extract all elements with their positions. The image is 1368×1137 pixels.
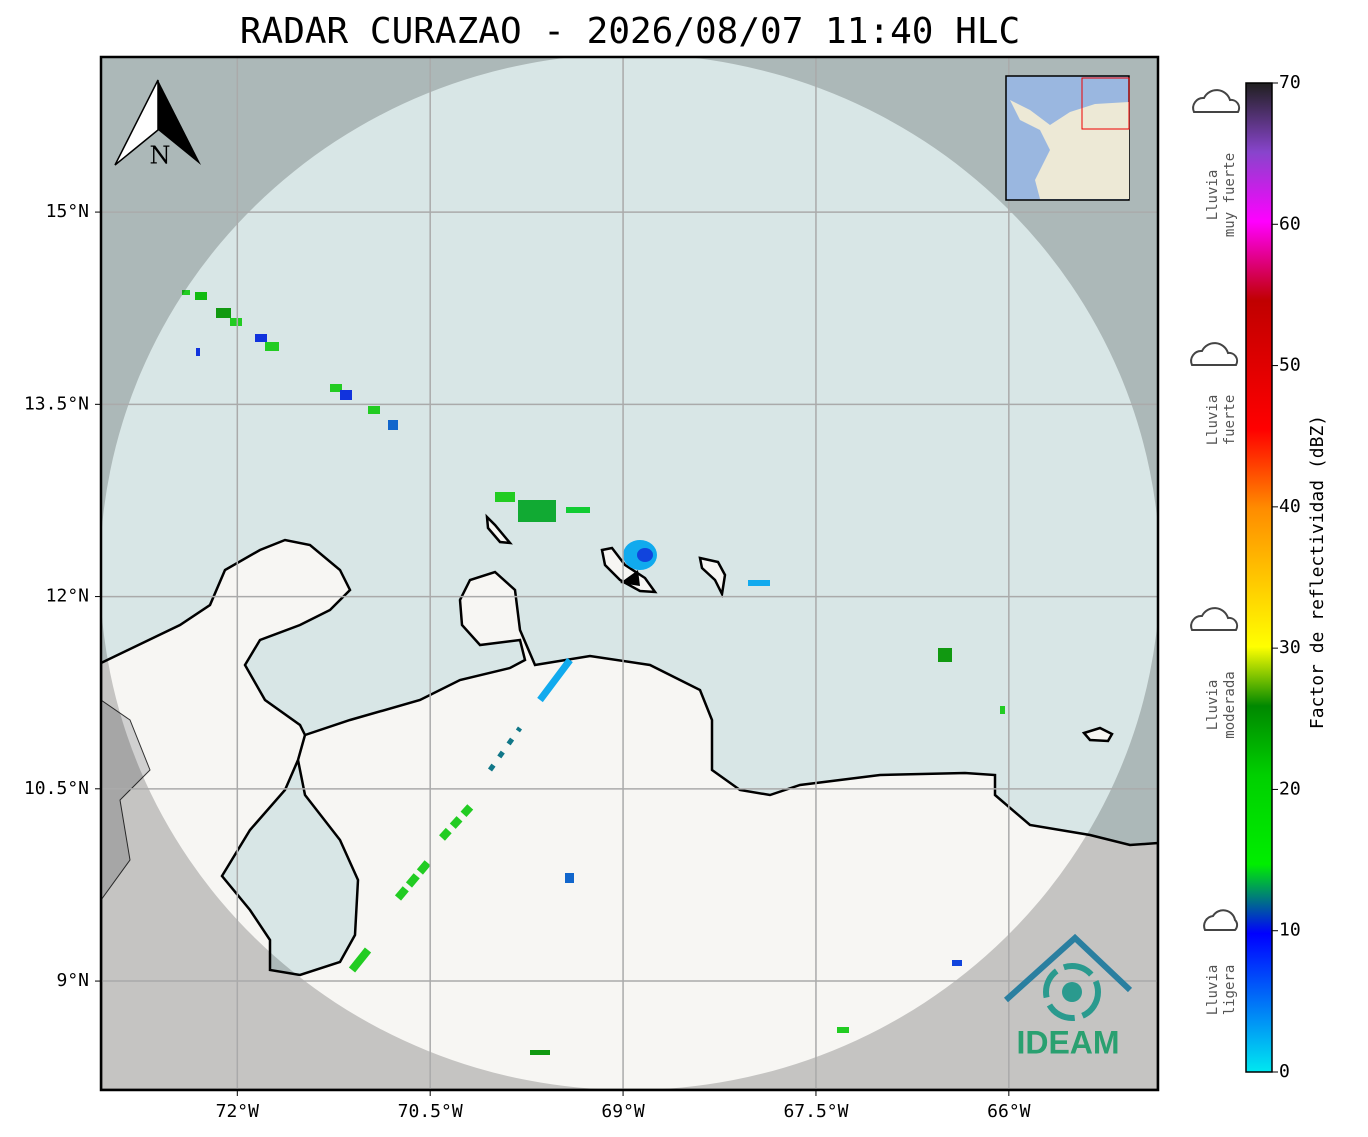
colorbar xyxy=(1245,82,1273,1073)
echo xyxy=(216,308,231,318)
colorbar-tick-label: 60 xyxy=(1279,213,1301,234)
x-tick-label: 66°W xyxy=(987,1101,1031,1122)
colorbar-tick-label: 20 xyxy=(1279,778,1301,799)
echo xyxy=(938,648,952,662)
logo-swirl xyxy=(1043,963,1101,1021)
y-tick-label: 10.5°N xyxy=(24,778,89,799)
colorbar-label: Factor de reflectividad (dBZ) xyxy=(1307,415,1328,729)
inset-extent xyxy=(1081,77,1130,130)
echo xyxy=(495,492,515,502)
echo xyxy=(340,390,352,400)
echo xyxy=(195,292,207,300)
rain-category-label: moderada xyxy=(1222,671,1238,738)
echo xyxy=(368,406,380,414)
cloud-icon xyxy=(1190,607,1239,631)
echo xyxy=(439,802,475,841)
neighbor-land xyxy=(101,699,151,901)
cloud-icon xyxy=(1190,342,1239,366)
island-bonaire xyxy=(698,556,727,599)
rain-category-label: fuerte xyxy=(1222,395,1238,446)
echo xyxy=(837,1027,849,1033)
echo xyxy=(566,507,590,513)
echo xyxy=(748,580,770,586)
north-label: N xyxy=(150,142,171,170)
echo xyxy=(537,657,573,703)
x-tick-label: 72°W xyxy=(216,1101,260,1122)
x-tick-label: 69°W xyxy=(601,1101,645,1122)
radar-echoes xyxy=(182,290,1005,1055)
echo xyxy=(1000,706,1005,714)
logo-roof xyxy=(1003,933,1133,1003)
y-tick-label: 15°N xyxy=(46,201,89,222)
arrow-right xyxy=(158,80,201,165)
echo xyxy=(565,873,574,883)
north-arrow: N xyxy=(114,79,201,170)
echo xyxy=(637,548,653,562)
echo xyxy=(182,290,190,295)
echo xyxy=(348,947,372,973)
logo-core xyxy=(1062,982,1082,1002)
rain-category-label: Lluvia xyxy=(1205,680,1221,731)
echo xyxy=(530,1050,550,1055)
title: RADAR CURAZAO - 2026/08/07 11:40 HLC xyxy=(240,11,1020,52)
rain-category-label: ligera xyxy=(1222,965,1238,1016)
x-tick-label: 70.5°W xyxy=(398,1101,463,1122)
radar-marker xyxy=(620,570,640,586)
rain-category-label: Lluvia xyxy=(1205,170,1221,221)
echo xyxy=(255,334,267,342)
lake-maracaibo xyxy=(220,734,360,977)
echo xyxy=(952,960,962,966)
y-tick-label: 9°N xyxy=(56,970,89,991)
cloud-icon xyxy=(1203,909,1239,931)
rain-category-label: Lluvia xyxy=(1205,395,1221,446)
map-frame xyxy=(99,55,1160,1092)
colorbar-tick-label: 0 xyxy=(1279,1061,1290,1082)
ideam-logo: IDEAM xyxy=(1003,933,1133,1060)
inset-land xyxy=(1010,100,1129,199)
inset-map xyxy=(1005,75,1130,201)
grid xyxy=(101,57,1158,1090)
colorbar-tick-label: 40 xyxy=(1279,496,1301,517)
echo xyxy=(388,420,398,430)
logo-text: IDEAM xyxy=(1016,1024,1119,1060)
island-curacao xyxy=(600,546,658,594)
echo xyxy=(230,318,242,326)
rain-category-label: muy fuerte xyxy=(1222,153,1238,237)
rain-icons xyxy=(1190,89,1241,931)
colorbar-tick-label: 50 xyxy=(1279,355,1301,376)
map xyxy=(101,57,1158,1090)
y-tick-label: 12°N xyxy=(46,586,89,607)
cloud-icon xyxy=(1192,89,1241,113)
echo xyxy=(518,500,556,522)
echo xyxy=(196,348,200,356)
echo xyxy=(330,384,342,392)
colorbar-tick-label: 70 xyxy=(1279,72,1301,93)
island-small xyxy=(1081,726,1114,743)
colorbar-tick-label: 30 xyxy=(1279,637,1301,658)
island-aruba xyxy=(485,513,513,545)
rain-category-label: Lluvia xyxy=(1205,965,1221,1016)
colorbar-tick-label: 10 xyxy=(1279,920,1301,941)
echo xyxy=(265,342,279,351)
y-tick-label: 13.5°N xyxy=(24,393,89,414)
echo xyxy=(394,857,434,901)
x-tick-label: 67.5°W xyxy=(783,1101,848,1122)
